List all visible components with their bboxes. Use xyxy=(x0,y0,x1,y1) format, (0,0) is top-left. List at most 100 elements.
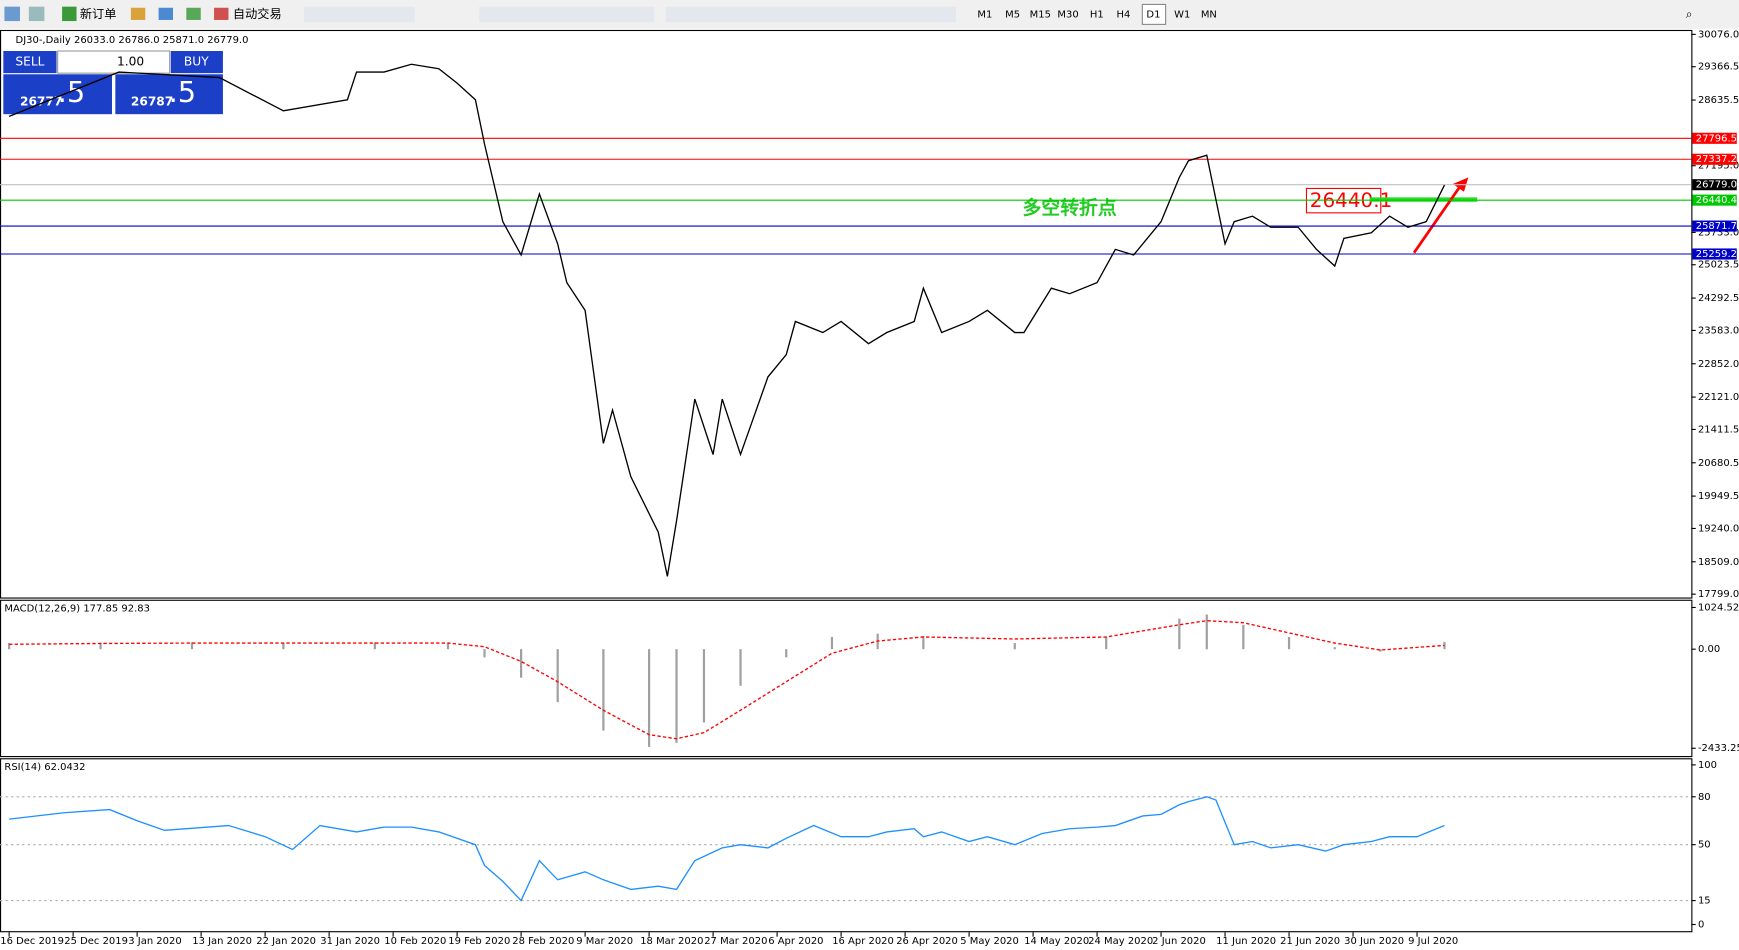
icon[interactable] xyxy=(158,7,174,20)
macd-bar xyxy=(556,649,559,703)
macd-bar xyxy=(1379,649,1382,652)
x-tick-label: 5 May 2020 xyxy=(960,936,1019,947)
x-tick-label: 9 Mar 2020 xyxy=(576,936,633,947)
macd-bar xyxy=(282,643,285,650)
x-tick-label: 11 Jun 2020 xyxy=(1216,936,1276,947)
chart-tools[interactable] xyxy=(303,6,415,23)
arrow xyxy=(1412,183,1463,254)
timeframe[interactable]: H1 xyxy=(1090,9,1104,20)
macd-bar xyxy=(519,649,523,678)
drawing-tools[interactable] xyxy=(665,6,957,23)
series-line xyxy=(9,620,1445,740)
y-tick-label: 29366.5 xyxy=(1698,62,1739,73)
x-tick-label: 13 Jan 2020 xyxy=(192,936,252,947)
macd-bar xyxy=(830,636,834,650)
bid-box[interactable] xyxy=(3,74,113,115)
y-tick-label: 1024.52 xyxy=(1698,602,1739,613)
y-tick-label: 80 xyxy=(1698,792,1711,803)
active-timeframe xyxy=(1141,3,1167,25)
macd-bar xyxy=(922,636,925,650)
x-tick-label: 16 Dec 2019 xyxy=(0,936,64,947)
main-panel xyxy=(0,29,1693,599)
x-tick-label: 6 Apr 2020 xyxy=(768,936,823,947)
macd-bar xyxy=(1242,624,1245,650)
timeframe[interactable]: MN xyxy=(1201,9,1217,20)
macd-bar xyxy=(1205,614,1208,650)
x-tick-label: 16 Apr 2020 xyxy=(832,936,894,947)
macd-bar xyxy=(190,642,194,650)
macd-bar xyxy=(483,649,486,658)
y-tick-label: 19949.5 xyxy=(1698,491,1739,502)
ask-pips[interactable]: .5 xyxy=(169,75,197,109)
timeframe[interactable]: M5 xyxy=(1005,9,1020,20)
level-label: 25259.2 xyxy=(1696,249,1737,260)
timeframe[interactable]: W1 xyxy=(1174,9,1190,20)
timeframe[interactable]: M30 xyxy=(1057,9,1078,20)
icon[interactable] xyxy=(186,7,201,20)
macd-bar xyxy=(1333,647,1336,650)
chart-header: DJ30-,Daily 26033.0 26786.0 25871.0 2677… xyxy=(16,35,249,46)
y-tick-label: 28635.5 xyxy=(1698,95,1739,106)
timeframe[interactable]: H4 xyxy=(1117,9,1131,20)
y-tick-label: 24292.5 xyxy=(1698,293,1739,304)
x-tick-label: 28 Feb 2020 xyxy=(512,936,574,947)
macd-bar xyxy=(8,643,11,650)
new-order[interactable]: 新订单 xyxy=(80,6,117,21)
macd-bar xyxy=(1105,636,1108,650)
macd-bar xyxy=(1287,636,1291,650)
icon[interactable] xyxy=(130,7,146,20)
y-tick-label: 25023.5 xyxy=(1698,260,1739,271)
macd-bar xyxy=(647,649,651,747)
buy-button[interactable] xyxy=(170,50,223,74)
y-tick-label: 21411.5 xyxy=(1698,424,1739,435)
bid-pips[interactable]: .5 xyxy=(58,75,86,109)
x-tick-label: 3 Jan 2020 xyxy=(128,936,181,947)
series-line xyxy=(9,796,1445,902)
x-tick-label: 18 Mar 2020 xyxy=(640,936,703,947)
icon[interactable] xyxy=(214,7,229,20)
y-tick-label: 100 xyxy=(1698,760,1717,771)
timeframe[interactable]: M1 xyxy=(977,9,992,20)
series-line xyxy=(8,63,1446,577)
macd-bar xyxy=(702,649,706,723)
icon[interactable] xyxy=(62,6,77,22)
level-tag xyxy=(1692,220,1737,232)
lots[interactable]: 1.00 xyxy=(117,55,144,69)
x-tick-label: 14 May 2020 xyxy=(1024,936,1089,947)
x-tick-label: 24 May 2020 xyxy=(1088,936,1153,947)
sell-label[interactable]: SELL xyxy=(15,55,44,69)
chart-tools[interactable] xyxy=(479,6,655,23)
y-tick-label: 0 xyxy=(1698,920,1704,931)
level-tag xyxy=(1692,179,1737,191)
y-tick-label: 50 xyxy=(1698,840,1711,851)
ask-box[interactable] xyxy=(115,74,223,115)
sell-button[interactable] xyxy=(3,50,57,74)
y-tick-label: -2433.25 xyxy=(1698,743,1739,754)
y-tick-label: 18509.0 xyxy=(1698,557,1739,568)
y-tick-label: 23583.0 xyxy=(1698,325,1739,336)
level-tag xyxy=(1692,248,1737,260)
timeframe[interactable]: M15 xyxy=(1030,9,1051,20)
y-tick-label: 30076.0 xyxy=(1698,29,1739,40)
x-tick-label: 25 Dec 2019 xyxy=(64,936,128,947)
timeframe[interactable]: D1 xyxy=(1146,9,1160,20)
y-tick-label: 22852.0 xyxy=(1698,359,1739,370)
auto-trading[interactable]: 自动交易 xyxy=(233,6,282,21)
annotation: 多空转折点 xyxy=(1023,196,1117,219)
lots-field[interactable] xyxy=(57,50,171,74)
search[interactable]: ⌕ xyxy=(1686,7,1693,21)
toolbar: 新订单 自动交易 ⌕ xyxy=(0,0,1739,29)
x-tick-label: 26 Apr 2020 xyxy=(896,936,958,947)
icon[interactable] xyxy=(28,6,45,22)
icon[interactable] xyxy=(4,6,20,22)
level-label: 25871.7 xyxy=(1696,221,1737,232)
ask[interactable]: 26787 xyxy=(131,94,173,108)
buy-label[interactable]: BUY xyxy=(184,55,209,69)
level-tag xyxy=(1692,132,1737,144)
macd-bar xyxy=(739,649,742,686)
macd-bar xyxy=(602,649,605,731)
macd-panel xyxy=(0,599,1693,758)
bid[interactable]: 26777 xyxy=(20,94,62,108)
